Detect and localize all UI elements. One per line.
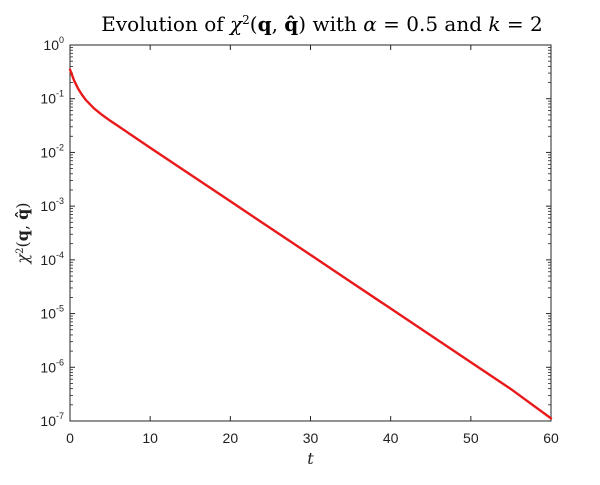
y-tick-exponent: -2 (56, 142, 64, 152)
y-tick-exponent: -6 (56, 357, 64, 367)
series-line (68, 68, 553, 420)
y-tick-label: 10-5 (40, 304, 64, 322)
y-tick-base: 10 (43, 37, 59, 53)
ylabel-comma: , (13, 220, 32, 230)
x-axis-label: t (307, 449, 314, 468)
y-tick-label: 100 (43, 35, 64, 53)
title-eq2: = 2 (501, 12, 543, 36)
ylabel-q: q (13, 230, 32, 241)
x-tick-label: 10 (142, 430, 158, 446)
title-chi: χ (228, 12, 244, 36)
ylabel-qhat: q̂ (13, 209, 32, 220)
y-tick-base: 10 (40, 198, 56, 214)
y-tick-exponent: -7 (56, 411, 64, 421)
tick-labels-layer: 0 10 20 30 40 50 6010010-110-210-310-410-510-6… (40, 35, 559, 446)
title-qhat: q̂ (284, 12, 298, 36)
ylabel-rparen: ) (13, 202, 32, 208)
title-mid: with (306, 12, 363, 36)
chart-title: Evolution of χ2(q, q̂) with α = 0.5 and … (101, 12, 542, 36)
title-q: q (258, 12, 272, 36)
y-tick-label: 10-2 (40, 142, 64, 160)
title-rparen: ) (298, 12, 306, 36)
title-alpha: α (363, 12, 377, 36)
y-tick-label: 10-3 (40, 196, 64, 214)
y-tick-base: 10 (40, 252, 56, 268)
y-tick-label: 10-7 (40, 411, 64, 429)
x-tick-label: 0 (66, 430, 74, 446)
y-tick-label: 10-4 (40, 250, 64, 268)
x-tick-label: 40 (383, 430, 399, 446)
x-tick-label: 20 (223, 430, 239, 446)
title-prefix: Evolution of (101, 12, 230, 36)
y-tick-base: 10 (40, 306, 56, 322)
y-axis-label: χ2(q, q̂) (13, 202, 32, 264)
y-tick-exponent: -5 (56, 304, 64, 314)
y-tick-exponent: 0 (59, 35, 64, 45)
y-tick-exponent: -3 (56, 196, 64, 206)
title-eq1: = 0.5 and (377, 12, 489, 36)
y-tick-label: 10-6 (40, 357, 64, 375)
x-tick-label: 60 (543, 430, 559, 446)
y-tick-exponent: -1 (56, 89, 64, 99)
title-comma: , (272, 12, 285, 36)
title-lparen: ( (250, 12, 258, 36)
y-tick-base: 10 (40, 91, 56, 107)
x-tick-label: 50 (463, 430, 479, 446)
title-superscript: 2 (242, 13, 250, 27)
y-tick-exponent: -4 (56, 250, 64, 260)
y-tick-base: 10 (40, 144, 56, 160)
series-layer (68, 68, 553, 420)
x-tick-label: 30 (303, 430, 319, 446)
y-tick-base: 10 (40, 359, 56, 375)
ticks-layer (69, 44, 552, 422)
ylabel-chi: χ (13, 253, 32, 265)
y-tick-base: 10 (40, 413, 56, 429)
plot-area-frame (69, 44, 552, 422)
ylabel-superscript: 2 (15, 247, 26, 253)
ylabel-lparen: ( (13, 241, 32, 247)
title-k: k (488, 12, 500, 36)
y-tick-label: 10-1 (40, 89, 64, 107)
